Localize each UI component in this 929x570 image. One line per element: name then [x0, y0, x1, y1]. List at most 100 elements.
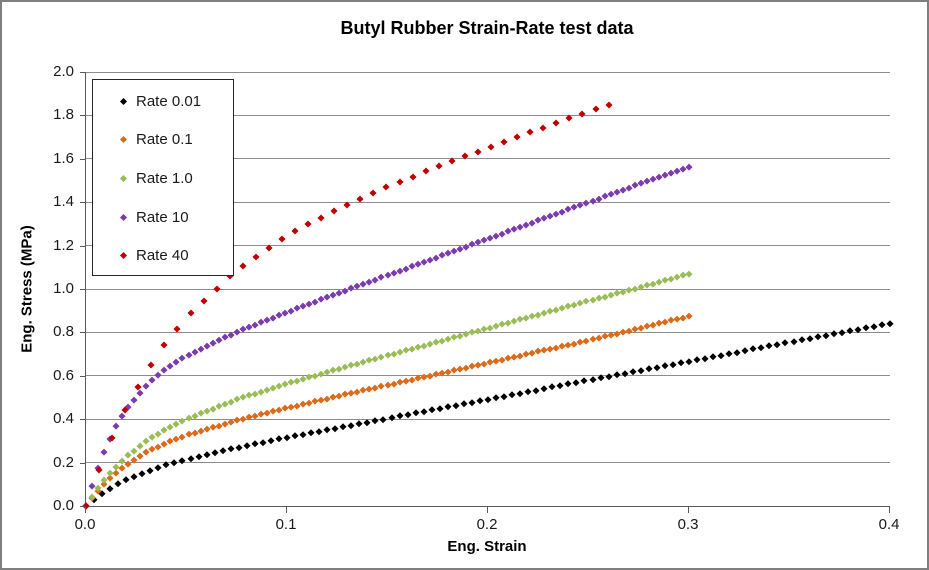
legend-label: Rate 0.1	[136, 131, 193, 149]
data-point-Rate-40	[239, 262, 247, 270]
legend-item: Rate 0.01	[119, 82, 233, 121]
y-gridline	[86, 114, 890, 116]
data-point-Rate-0-01	[307, 429, 315, 438]
data-point-Rate-0-01	[661, 362, 669, 371]
data-point-Rate-0-01	[419, 408, 428, 416]
x-tick-label: 0.4	[878, 516, 900, 533]
data-point-Rate-40	[278, 235, 286, 243]
y-gridline	[86, 158, 890, 160]
data-point-Rate-0-01	[242, 442, 251, 450]
data-point-Rate-0-01	[484, 395, 492, 404]
data-point-Rate-0-01	[427, 406, 436, 415]
y-gridline	[86, 201, 890, 203]
data-point-Rate-40	[186, 309, 195, 317]
y-tickmark	[80, 72, 85, 73]
data-point-Rate-0-01	[693, 356, 701, 364]
data-point-Rate-0-01	[604, 373, 613, 381]
data-point-Rate-0-01	[596, 374, 605, 383]
data-point-Rate-0-01	[653, 363, 661, 372]
data-point-Rate-0-01	[138, 469, 147, 478]
data-point-Rate-0-01	[789, 338, 798, 346]
data-point-Rate-0-01	[878, 321, 886, 330]
data-point-Rate-0-01	[532, 386, 541, 395]
data-point-Rate-1-0	[130, 447, 138, 455]
x-tickmark	[85, 507, 86, 513]
data-point-Rate-0-1	[118, 464, 126, 472]
legend-marker-icon	[119, 252, 128, 260]
data-point-Rate-0-01	[218, 447, 227, 456]
data-point-Rate-40	[474, 147, 482, 156]
data-point-Rate-0-1	[607, 331, 615, 339]
data-point-Rate-0-01	[106, 484, 114, 493]
data-point-Rate-40	[147, 361, 155, 369]
data-point-Rate-40	[487, 143, 495, 151]
data-point-Rate-0-01	[355, 420, 364, 428]
data-point-Rate-1-0	[136, 442, 144, 450]
data-point-Rate-40	[213, 285, 221, 293]
y-tick-label: 0.8	[53, 323, 74, 341]
data-point-Rate-0-01	[315, 427, 323, 436]
data-point-Rate-0-01	[468, 398, 476, 407]
data-point-Rate-0-01	[813, 333, 822, 342]
data-point-Rate-10	[179, 354, 186, 362]
data-point-Rate-0-01	[837, 329, 846, 337]
data-point-Rate-0-01	[524, 388, 532, 396]
data-point-Rate-1-0	[154, 430, 162, 438]
x-tick-label: 0.0	[74, 516, 96, 533]
data-point-Rate-0-01	[347, 421, 356, 430]
data-point-Rate-0-01	[765, 342, 774, 351]
data-point-Rate-0-01	[516, 389, 524, 398]
data-point-Rate-0-01	[387, 414, 396, 422]
legend: Rate 0.01 Rate 0.1 Rate 1.0 Rate 10 Rate 40	[92, 79, 234, 276]
data-point-Rate-10	[154, 371, 162, 379]
data-point-Rate-0-01	[291, 432, 299, 441]
data-point-Rate-40	[591, 105, 600, 113]
data-point-Rate-0-01	[259, 438, 267, 447]
data-point-Rate-0-01	[130, 473, 139, 481]
legend-marker-icon	[119, 174, 128, 183]
data-point-Rate-0-01	[299, 430, 307, 439]
data-point-Rate-40	[317, 214, 325, 222]
y-tickmark	[80, 332, 85, 334]
data-point-Rate-0-01	[460, 400, 468, 409]
legend-marker-icon	[119, 97, 128, 105]
data-point-Rate-0-01	[202, 451, 211, 459]
data-point-Rate-40	[552, 119, 560, 127]
data-point-Rate-40	[291, 227, 299, 235]
data-point-Rate-0-01	[677, 359, 685, 368]
data-point-Rate-40	[252, 253, 260, 261]
x-tickmark	[889, 507, 890, 513]
data-point-Rate-0-01	[443, 403, 452, 412]
y-tickmark	[80, 245, 85, 247]
data-point-Rate-0-01	[781, 339, 790, 348]
data-point-Rate-0-01	[267, 437, 275, 445]
legend-item: Rate 10	[119, 198, 233, 237]
y-tickmark	[80, 462, 85, 464]
data-point-Rate-40	[382, 183, 391, 191]
x-tick-label: 0.1	[275, 516, 297, 533]
data-point-Rate-40	[422, 167, 430, 175]
data-point-Rate-40	[500, 138, 508, 146]
data-point-Rate-1-0	[124, 451, 132, 459]
data-point-Rate-10	[185, 351, 192, 359]
y-tickmark	[80, 158, 85, 160]
data-point-Rate-0-01	[251, 440, 259, 449]
y-tickmark	[80, 375, 85, 377]
data-point-Rate-0-01	[339, 423, 348, 431]
y-tick-label: 0.4	[53, 410, 74, 428]
data-point-Rate-0-01	[411, 409, 420, 418]
data-point-Rate-0-01	[580, 377, 589, 386]
data-point-Rate-0-01	[275, 435, 283, 444]
data-point-Rate-40	[304, 220, 312, 229]
y-tick-label: 1.2	[53, 236, 74, 254]
y-gridline	[86, 245, 890, 247]
data-point-Rate-0-01	[508, 391, 516, 399]
data-point-Rate-0-01	[733, 348, 742, 357]
data-point-Rate-0-01	[749, 345, 758, 354]
y-gridline	[86, 462, 890, 464]
data-point-Rate-0-01	[564, 380, 573, 389]
data-point-Rate-40	[134, 383, 142, 391]
data-point-Rate-0-01	[452, 401, 460, 410]
data-point-Rate-0-01	[234, 443, 243, 452]
